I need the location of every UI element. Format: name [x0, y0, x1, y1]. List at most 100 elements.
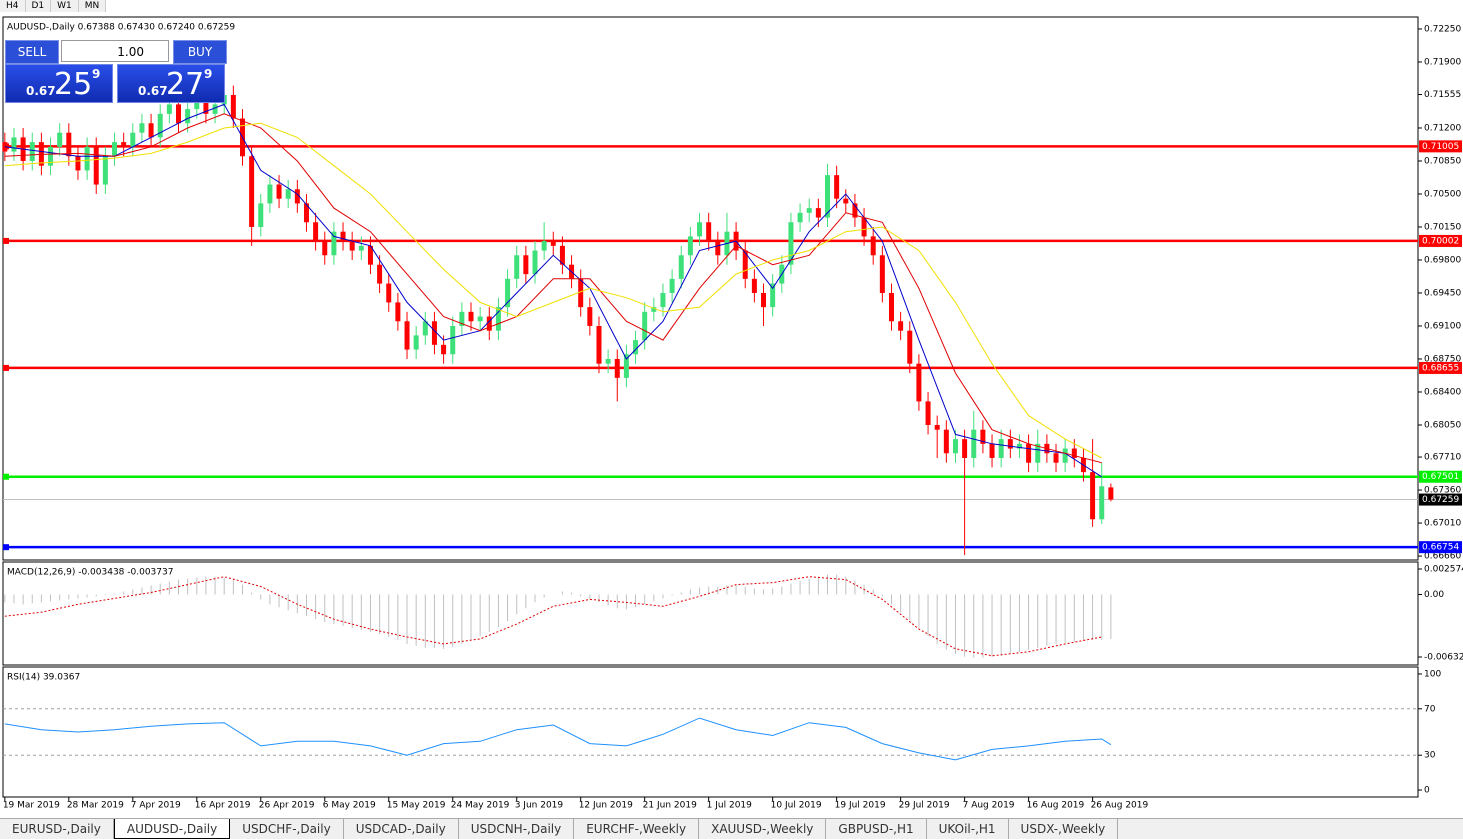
candle-body: [550, 241, 556, 246]
x-tick-label: 16 Apr 2019: [195, 801, 251, 811]
y-tick-label: -0.006326: [1424, 653, 1463, 663]
candle-body: [852, 203, 858, 218]
one-click-trading: SELL 1.00 BUY 0.67 25 9 0.67 27 9: [5, 40, 227, 103]
y-tick-label: 0.70850: [1424, 156, 1461, 166]
candle-body: [166, 104, 172, 114]
y-tick-label: 0.68750: [1424, 354, 1461, 364]
candle-body: [313, 222, 319, 242]
candle-body: [112, 142, 118, 157]
lot-input[interactable]: 1.00: [61, 40, 169, 62]
symbol-tab[interactable]: EURUSD-,Daily: [0, 819, 114, 839]
candle-body: [249, 156, 255, 227]
symbol-tab[interactable]: EURCHF-,Weekly: [574, 819, 700, 839]
panel-title: RSI(14) 39.0367: [7, 673, 80, 683]
level-label-box: [1419, 541, 1462, 554]
y-tick-label: 0.68050: [1424, 420, 1461, 430]
candle-body: [1071, 448, 1077, 458]
candle-body: [605, 358, 611, 364]
candle-body: [742, 250, 748, 279]
candle-body: [660, 292, 666, 308]
candle-body: [907, 330, 913, 364]
y-tick-label: 0.67710: [1424, 453, 1461, 463]
x-tick-label: 21 Jun 2019: [643, 801, 697, 811]
candle-body: [404, 321, 410, 350]
symbol-tab[interactable]: GBPUSD-,H1: [826, 819, 927, 839]
timeframe-button[interactable]: W1: [51, 0, 79, 12]
level-label: 0.67501: [1422, 472, 1459, 482]
candle-body: [532, 250, 538, 275]
timeframe-toolbar: H4 D1 W1 MN: [0, 0, 107, 12]
candle-body: [651, 307, 657, 312]
candle-body: [916, 363, 922, 402]
candle-body: [770, 283, 776, 308]
bid-price[interactable]: 0.67 25 9: [5, 64, 113, 103]
candle-body: [386, 283, 392, 303]
candle-body: [1053, 453, 1059, 463]
level-label: 0.70002: [1422, 236, 1459, 246]
candle-body: [258, 203, 264, 227]
candle-body: [176, 104, 182, 124]
timeframe-button[interactable]: D1: [25, 0, 52, 12]
candle-body: [642, 311, 648, 341]
candle-body: [422, 321, 428, 336]
candle-body: [431, 321, 437, 345]
price-pips: 25: [54, 67, 93, 102]
price-point: 9: [204, 67, 213, 81]
chart: 0.72250 0.71900 0.71555 0.71200 0.70850 0.705…: [2, 16, 1463, 811]
y-tick-label: 0.69450: [1424, 288, 1461, 298]
candle-body: [541, 241, 547, 251]
bid-label-box: [1419, 493, 1462, 506]
candle-body: [377, 264, 383, 284]
symbol-tab[interactable]: AUDUSD-,Daily: [113, 819, 231, 839]
y-tick-label: 0.68400: [1424, 387, 1461, 397]
symbol-tab[interactable]: USDCHF-,Daily: [230, 819, 344, 839]
candle-body: [998, 439, 1004, 458]
y-tick-label: 0.67010: [1424, 519, 1461, 529]
candle-body: [130, 132, 136, 147]
candle-body: [441, 344, 447, 355]
x-tick-label: 24 May 2019: [451, 801, 510, 811]
sell-button[interactable]: SELL: [5, 40, 59, 64]
candle-body: [148, 123, 154, 138]
candle-body: [459, 311, 465, 326]
price-pips: 27: [166, 67, 205, 102]
candle-body: [825, 175, 831, 218]
candle-body: [706, 222, 712, 242]
candle-body: [1035, 443, 1041, 463]
symbol-tab[interactable]: USDX-,Weekly: [1009, 819, 1119, 839]
y-tick-label: 0.00: [1424, 590, 1444, 600]
ask-price[interactable]: 0.67 27 9: [117, 64, 225, 103]
panel-frame: [2, 561, 1419, 666]
level-label-box: [1419, 361, 1462, 374]
candle-body: [139, 123, 145, 133]
x-tick-label: 7 Aug 2019: [963, 801, 1015, 811]
candle-body: [751, 278, 757, 293]
candle-body: [1007, 439, 1013, 449]
symbol-tab[interactable]: USDCAD-,Daily: [344, 819, 459, 839]
symbol-tabs: EURUSD-,Daily AUDUSD-,Daily USDCHF-,Daily U…: [0, 818, 1463, 839]
buy-button[interactable]: BUY: [173, 40, 227, 64]
symbol-tab[interactable]: XAUUSD-,Weekly: [699, 819, 827, 839]
moving-average: [4, 122, 1102, 459]
y-tick-label: 30: [1424, 751, 1436, 761]
candle-body: [715, 241, 721, 256]
y-tick-label: 0.67360: [1424, 486, 1461, 496]
timeframe-button[interactable]: H4: [0, 0, 26, 12]
symbol-tab[interactable]: UKOil-,H1: [927, 819, 1009, 839]
candle-body: [1062, 448, 1068, 463]
timeframe-button[interactable]: MN: [78, 0, 107, 12]
candle-body: [587, 307, 593, 326]
candle-body: [276, 184, 282, 199]
candle-body: [395, 302, 401, 322]
candle-body: [331, 231, 337, 256]
candle-body: [57, 132, 63, 147]
candle-body: [477, 316, 483, 322]
candle-body: [1026, 443, 1032, 463]
candle-body: [450, 325, 456, 355]
x-tick-label: 28 Mar 2019: [67, 801, 124, 811]
price-big: 0.67: [26, 84, 56, 98]
x-tick-label: 15 May 2019: [387, 801, 446, 811]
candle-body: [559, 245, 565, 265]
symbol-tab[interactable]: USDCNH-,Daily: [459, 819, 575, 839]
